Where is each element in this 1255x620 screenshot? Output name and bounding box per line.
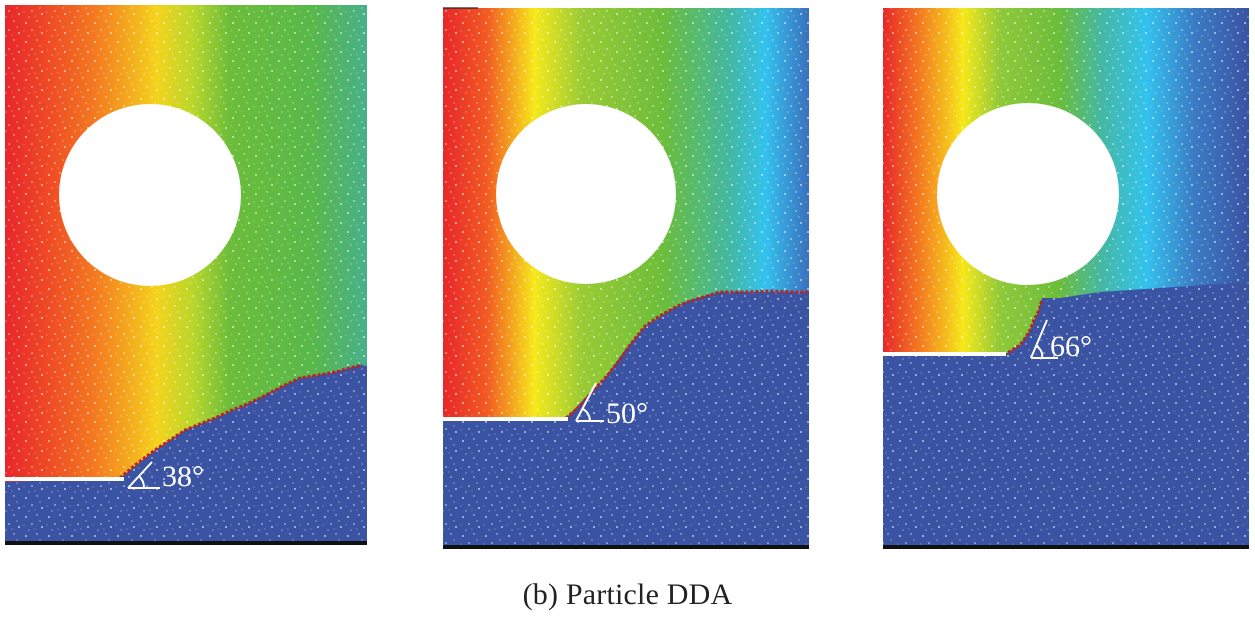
base-line [443, 545, 809, 549]
failure-surface-particles [565, 289, 809, 420]
tunnel-opening [59, 104, 241, 286]
base-line [883, 545, 1249, 549]
angle-label: 66° [1050, 330, 1092, 363]
particle-speckle [443, 8, 809, 549]
particle-speckle [883, 8, 1249, 549]
angle-marker [1030, 319, 1058, 359]
panel-1 [5, 5, 367, 545]
angle-label: 38° [162, 460, 204, 493]
panel-3 [883, 8, 1249, 549]
figure-caption: (b) Particle DDA [522, 578, 733, 611]
tunnel-opening [496, 104, 676, 284]
panel-2 [443, 8, 809, 549]
base-line [5, 541, 367, 545]
angle-marker [575, 382, 604, 422]
angle-marker [127, 461, 160, 489]
failure-surface-particles [1003, 299, 1044, 357]
angle-label: 50° [606, 397, 648, 430]
tunnel-opening [937, 103, 1119, 285]
